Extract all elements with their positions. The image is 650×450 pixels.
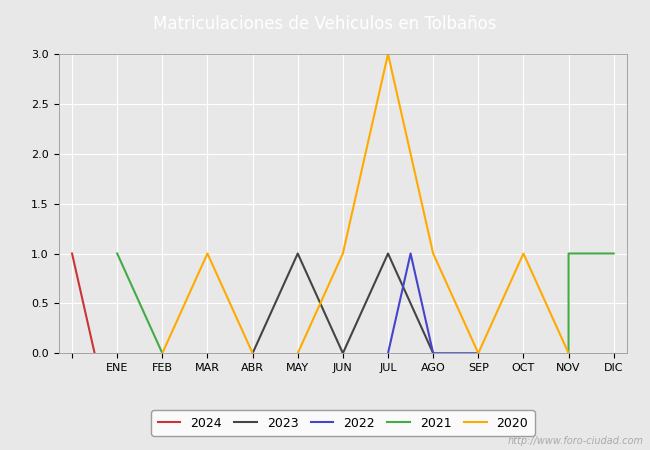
2023: [249, 351, 257, 356]
2021: [565, 351, 573, 356]
Line: 2023: 2023: [253, 253, 433, 353]
2020: [429, 251, 437, 256]
Legend: 2024, 2023, 2022, 2021, 2020: 2024, 2023, 2022, 2021, 2020: [151, 410, 534, 436]
2020: [474, 351, 482, 356]
2022: [429, 351, 437, 356]
2022: [384, 351, 392, 356]
Text: http://www.foro-ciudad.com: http://www.foro-ciudad.com: [508, 436, 644, 446]
2020: [339, 251, 347, 256]
Line: 2020: 2020: [162, 54, 569, 353]
Line: 2021: 2021: [117, 253, 614, 353]
2020: [519, 251, 527, 256]
Text: Matriculaciones de Vehiculos en Tolbaños: Matriculaciones de Vehiculos en Tolbaños: [153, 14, 497, 33]
2023: [339, 351, 347, 356]
2021: [113, 251, 121, 256]
2021: [159, 351, 166, 356]
2023: [339, 351, 347, 356]
2020: [249, 351, 257, 356]
2020: [294, 351, 302, 356]
2023: [429, 351, 437, 356]
2020: [159, 351, 166, 356]
Line: 2022: 2022: [388, 253, 478, 353]
2023: [294, 251, 302, 256]
2022: [407, 251, 415, 256]
2023: [384, 251, 392, 256]
2020: [565, 351, 573, 356]
2024: [68, 251, 76, 256]
2022: [429, 351, 437, 356]
2022: [474, 351, 482, 356]
2021: [565, 251, 573, 256]
2020: [474, 351, 482, 356]
2021: [610, 251, 617, 256]
Line: 2024: 2024: [72, 253, 95, 353]
2020: [384, 51, 392, 57]
2024: [91, 351, 99, 356]
2020: [203, 251, 211, 256]
